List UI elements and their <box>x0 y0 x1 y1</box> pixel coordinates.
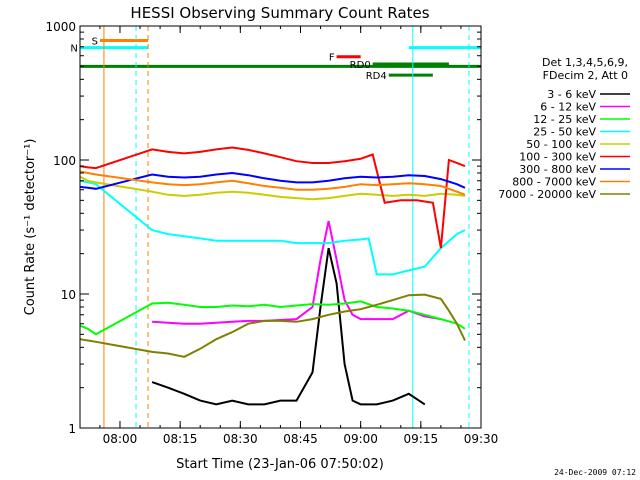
y-tick-label: 1 <box>68 422 76 436</box>
y-tick-label: 10 <box>61 288 76 302</box>
legend-label: 3 - 6 keV <box>547 88 596 101</box>
series-line <box>79 171 466 190</box>
legend-label: 50 - 100 keV <box>526 138 596 151</box>
y-tick-label: 100 <box>53 154 76 168</box>
vertical-markers <box>103 26 470 428</box>
plot-frame <box>79 25 482 429</box>
series-line <box>79 300 466 336</box>
legend-label: 7000 - 20000 keV <box>498 188 596 201</box>
legend-label: 12 - 25 keV <box>533 113 596 126</box>
legend-label: 6 - 12 keV <box>540 101 596 114</box>
x-axis-label: Start Time (23-Jan-06 07:50:02) <box>176 457 384 472</box>
legend-label: 300 - 800 keV <box>519 163 596 176</box>
legend: Det 1,3,4,5,6,9, FDecim 2, Att 0 3 - 6 k… <box>498 56 630 201</box>
chart-title: HESSI Observing Summary Count Rates <box>130 4 429 22</box>
legend-header-1: Det 1,3,4,5,6,9, <box>542 56 628 69</box>
series-line <box>151 247 426 406</box>
axis-ticks: 08:00 08:15 08:30 08:45 09:00 09:15 09:30 1 10 10… <box>45 20 498 446</box>
series-line <box>152 220 442 325</box>
series-line <box>79 179 466 276</box>
legend-header-2: FDecim 2, Att 0 <box>543 69 628 82</box>
x-tick-label: 08:30 <box>223 432 258 446</box>
state-bar-label: F <box>329 53 335 64</box>
series-line <box>79 170 466 196</box>
legend-label: 25 - 50 keV <box>533 126 596 139</box>
series-line <box>79 293 466 358</box>
legend-label: 100 - 300 keV <box>519 151 596 164</box>
series-line <box>79 175 466 201</box>
state-bar-label: RD0 <box>350 60 371 71</box>
x-tick-label: 08:15 <box>163 432 198 446</box>
date-stamp: 24-Dec-2009 07:12 <box>554 468 636 477</box>
x-tick-label: 08:00 <box>103 432 138 446</box>
y-axis-label: Count Rate (s⁻¹ detector⁻¹) <box>23 139 38 316</box>
state-bar-label: N <box>70 44 77 55</box>
x-tick-label: 08:45 <box>283 432 318 446</box>
state-bar-label: S <box>92 36 98 47</box>
legend-label: 800 - 7000 keV <box>512 176 596 189</box>
x-tick-label: 09:00 <box>343 432 378 446</box>
x-tick-label: 09:30 <box>464 432 499 446</box>
series-line <box>79 146 466 249</box>
x-tick-label: 09:15 <box>404 432 439 446</box>
series-lines <box>79 146 466 406</box>
state-bar-label: RD4 <box>366 71 387 82</box>
y-tick-label: 1000 <box>45 20 76 34</box>
